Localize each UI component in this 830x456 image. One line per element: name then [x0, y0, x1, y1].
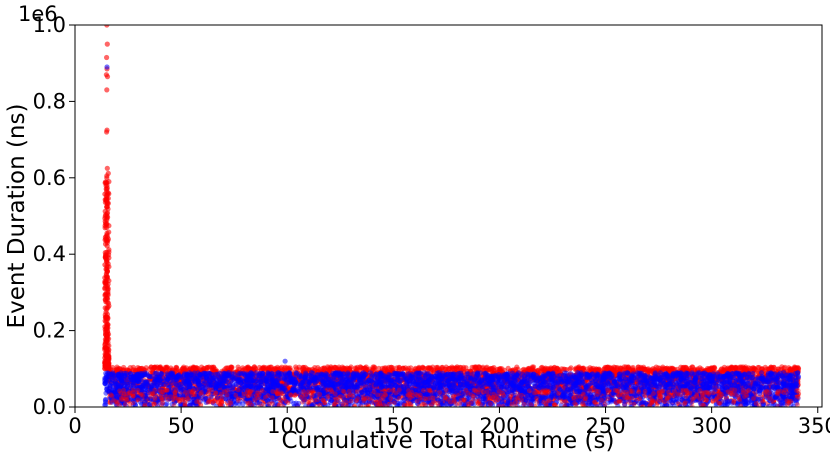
red-point [641, 366, 647, 372]
red-point [439, 364, 445, 370]
red-point [104, 173, 110, 179]
red-point [430, 364, 436, 370]
red-point [394, 365, 400, 371]
red-point [697, 365, 703, 371]
red-point [388, 364, 394, 370]
red-point [669, 365, 676, 371]
red-point [340, 366, 346, 372]
red-point [334, 366, 340, 372]
red-point [104, 165, 110, 171]
red-point [458, 365, 464, 371]
red-point [743, 364, 749, 370]
red-point [180, 365, 186, 371]
red-point [104, 249, 110, 255]
red-point [104, 41, 110, 47]
red-point [499, 366, 505, 372]
red-point [104, 276, 110, 282]
red-point [567, 366, 573, 372]
red-point [104, 182, 110, 188]
red-point [104, 343, 110, 349]
red-point [795, 364, 801, 371]
red-point [135, 365, 141, 371]
red-point [525, 366, 532, 372]
red-point [104, 74, 111, 80]
red-point [103, 319, 109, 325]
red-point [449, 364, 455, 370]
red-point [104, 286, 110, 292]
red-point [425, 365, 431, 371]
red-point [617, 365, 624, 371]
red-point [595, 366, 602, 372]
red-point [104, 295, 110, 301]
red-point [405, 365, 411, 371]
red-point [204, 365, 210, 371]
red-point [552, 364, 558, 370]
red-point [152, 364, 158, 371]
plot-background [75, 25, 822, 407]
red-point [104, 213, 110, 219]
red-point [562, 366, 568, 372]
red-point [687, 365, 694, 371]
red-point [104, 129, 110, 135]
red-point [104, 54, 110, 61]
red-point [104, 257, 110, 263]
red-point [104, 266, 110, 273]
red-point [104, 324, 110, 330]
red-point [104, 305, 110, 311]
red-point [130, 364, 136, 370]
red-point [400, 365, 406, 371]
red-point [104, 333, 110, 339]
red-point [104, 240, 110, 246]
red-point [104, 203, 110, 209]
red-point [104, 196, 110, 202]
red-point [104, 230, 110, 236]
red-point [104, 352, 110, 358]
red-point [104, 360, 110, 366]
red-point [469, 364, 475, 370]
red-point [453, 365, 459, 371]
red-point [751, 365, 757, 371]
red-point [261, 364, 267, 370]
red-point [282, 364, 288, 370]
red-point [612, 365, 618, 371]
red-point [709, 365, 715, 371]
red-point [106, 191, 112, 197]
red-point [173, 365, 179, 371]
red-point [491, 365, 497, 371]
red-point [104, 87, 110, 93]
data-points [102, 25, 802, 407]
plot-area [74, 24, 823, 408]
red-point [104, 314, 110, 320]
red-point [352, 365, 358, 371]
red-point [345, 365, 351, 372]
red-point [228, 364, 234, 370]
red-point [420, 365, 426, 371]
red-point [648, 368, 654, 374]
red-point [484, 364, 490, 370]
red-point [663, 366, 669, 372]
red-point [104, 221, 110, 227]
red-point [300, 364, 306, 370]
red-point [733, 365, 739, 371]
